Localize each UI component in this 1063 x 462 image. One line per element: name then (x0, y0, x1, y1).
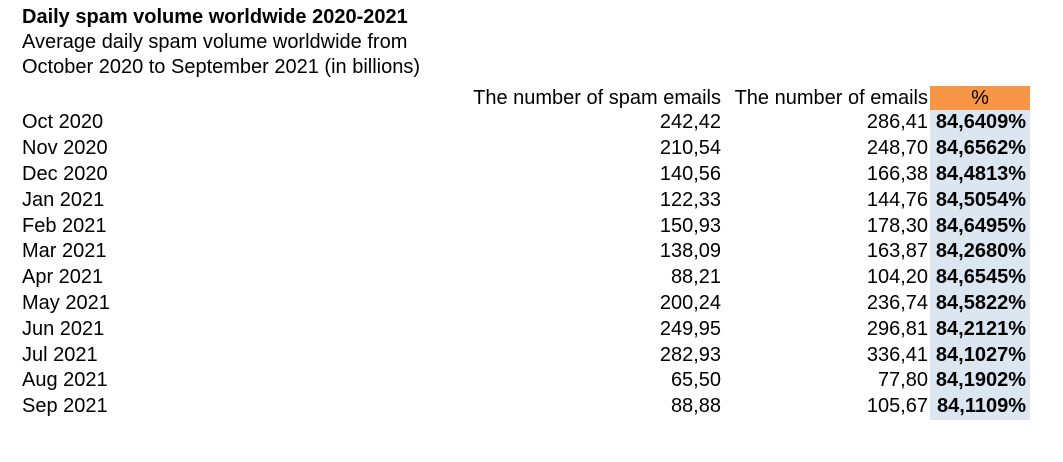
percent-cell[interactable]: 84,6409% (930, 110, 1030, 136)
spam-count-cell[interactable]: 242,42 (659, 111, 721, 134)
column-header-percent[interactable]: % (930, 86, 1030, 110)
month-cell[interactable]: Feb 2021 (22, 214, 107, 237)
spam-count-cell[interactable]: 140,56 (659, 162, 721, 185)
spam-count-cell[interactable]: 282,93 (659, 343, 721, 366)
table-row: Jan 2021 122,33 144,76 84,5054% (22, 187, 1030, 214)
month-cell[interactable]: Jun 2021 (22, 317, 105, 340)
table-row: May 2021 200,24 236,74 84,5822% (22, 290, 1030, 317)
percent-cell[interactable]: 84,5054% (930, 187, 1030, 214)
email-count-cell[interactable]: 104,20 (866, 266, 928, 289)
table-body: Oct 2020 242,42 286,41 84,6409% Nov 2020… (22, 110, 1030, 420)
table-row: Mar 2021 138,09 163,87 84,2680% (22, 238, 1030, 265)
spam-statistics-table: The number of spam emails The number of … (22, 86, 1030, 420)
email-count-cell[interactable]: 163,87 (866, 240, 928, 263)
month-cell[interactable]: Jul 2021 (22, 343, 98, 366)
percent-cell[interactable]: 84,6562% (930, 135, 1030, 162)
table-row: Jul 2021 282,93 336,41 84,1027% (22, 342, 1030, 368)
table-row: Dec 2020 140,56 166,38 84,4813% (22, 161, 1030, 188)
table-header-row: The number of spam emails The number of … (22, 86, 1030, 110)
month-cell[interactable]: Dec 2020 (22, 162, 108, 185)
table-title: Daily spam volume worldwide 2020-2021 (22, 6, 408, 28)
percent-cell[interactable]: 84,1027% (930, 342, 1030, 368)
column-header-spam-emails[interactable]: The number of spam emails (473, 86, 721, 109)
table-row: Oct 2020 242,42 286,41 84,6409% (22, 110, 1030, 136)
column-header-month-empty (22, 86, 478, 110)
spam-count-cell[interactable]: 150,93 (659, 214, 721, 237)
month-cell[interactable]: May 2021 (22, 291, 110, 314)
percent-cell[interactable]: 84,4813% (930, 161, 1030, 188)
email-count-cell[interactable]: 77,80 (877, 369, 928, 392)
percent-cell[interactable]: 84,5822% (930, 290, 1030, 317)
email-count-cell[interactable]: 178,30 (866, 214, 928, 237)
percent-cell[interactable]: 84,1109% (930, 393, 1030, 420)
table-row: Nov 2020 210,54 248,70 84,6562% (22, 135, 1030, 162)
spam-count-cell[interactable]: 210,54 (659, 137, 721, 160)
percent-cell[interactable]: 84,6495% (930, 213, 1030, 239)
month-cell[interactable]: Mar 2021 (22, 240, 107, 263)
spam-count-cell[interactable]: 249,95 (659, 317, 721, 340)
percent-cell[interactable]: 84,6545% (930, 264, 1030, 291)
email-count-cell[interactable]: 105,67 (866, 395, 928, 418)
spam-count-cell[interactable]: 88,21 (670, 266, 721, 289)
table-row: Sep 2021 88,88 105,67 84,1109% (22, 393, 1030, 420)
percent-cell[interactable]: 84,2121% (930, 316, 1030, 343)
email-count-cell[interactable]: 286,41 (866, 111, 928, 134)
month-cell[interactable]: Aug 2021 (22, 369, 108, 392)
table-row: Aug 2021 65,50 77,80 84,1902% (22, 367, 1030, 394)
email-count-cell[interactable]: 236,74 (866, 291, 928, 314)
table-row: Jun 2021 249,95 296,81 84,2121% (22, 316, 1030, 343)
spam-count-cell[interactable]: 122,33 (659, 188, 721, 211)
spam-count-cell[interactable]: 200,24 (659, 291, 721, 314)
spam-count-cell[interactable]: 88,88 (670, 395, 721, 418)
month-cell[interactable]: Apr 2021 (22, 266, 104, 289)
month-cell[interactable]: Sep 2021 (22, 395, 108, 418)
spam-count-cell[interactable]: 138,09 (659, 240, 721, 263)
email-count-cell[interactable]: 336,41 (866, 343, 928, 366)
email-count-cell[interactable]: 166,38 (866, 162, 928, 185)
month-cell[interactable]: Oct 2020 (22, 111, 104, 134)
spam-count-cell[interactable]: 65,50 (670, 369, 721, 392)
title-block: Daily spam volume worldwide 2020-2021 Av… (22, 5, 420, 80)
email-count-cell[interactable]: 296,81 (866, 317, 928, 340)
table-subtitle-line-1: Average daily spam volume worldwide from (22, 31, 408, 53)
month-cell[interactable]: Jan 2021 (22, 188, 105, 211)
column-header-emails[interactable]: The number of emails (734, 86, 928, 109)
table-row: Apr 2021 88,21 104,20 84,6545% (22, 264, 1030, 291)
percent-cell[interactable]: 84,1902% (930, 367, 1030, 394)
email-count-cell[interactable]: 248,70 (866, 137, 928, 160)
percent-cell[interactable]: 84,2680% (930, 238, 1030, 265)
month-cell[interactable]: Nov 2020 (22, 137, 108, 160)
table-subtitle-line-2: October 2020 to September 2021 (in billi… (22, 56, 421, 78)
email-count-cell[interactable]: 144,76 (866, 188, 928, 211)
table-row: Feb 2021 150,93 178,30 84,6495% (22, 213, 1030, 239)
